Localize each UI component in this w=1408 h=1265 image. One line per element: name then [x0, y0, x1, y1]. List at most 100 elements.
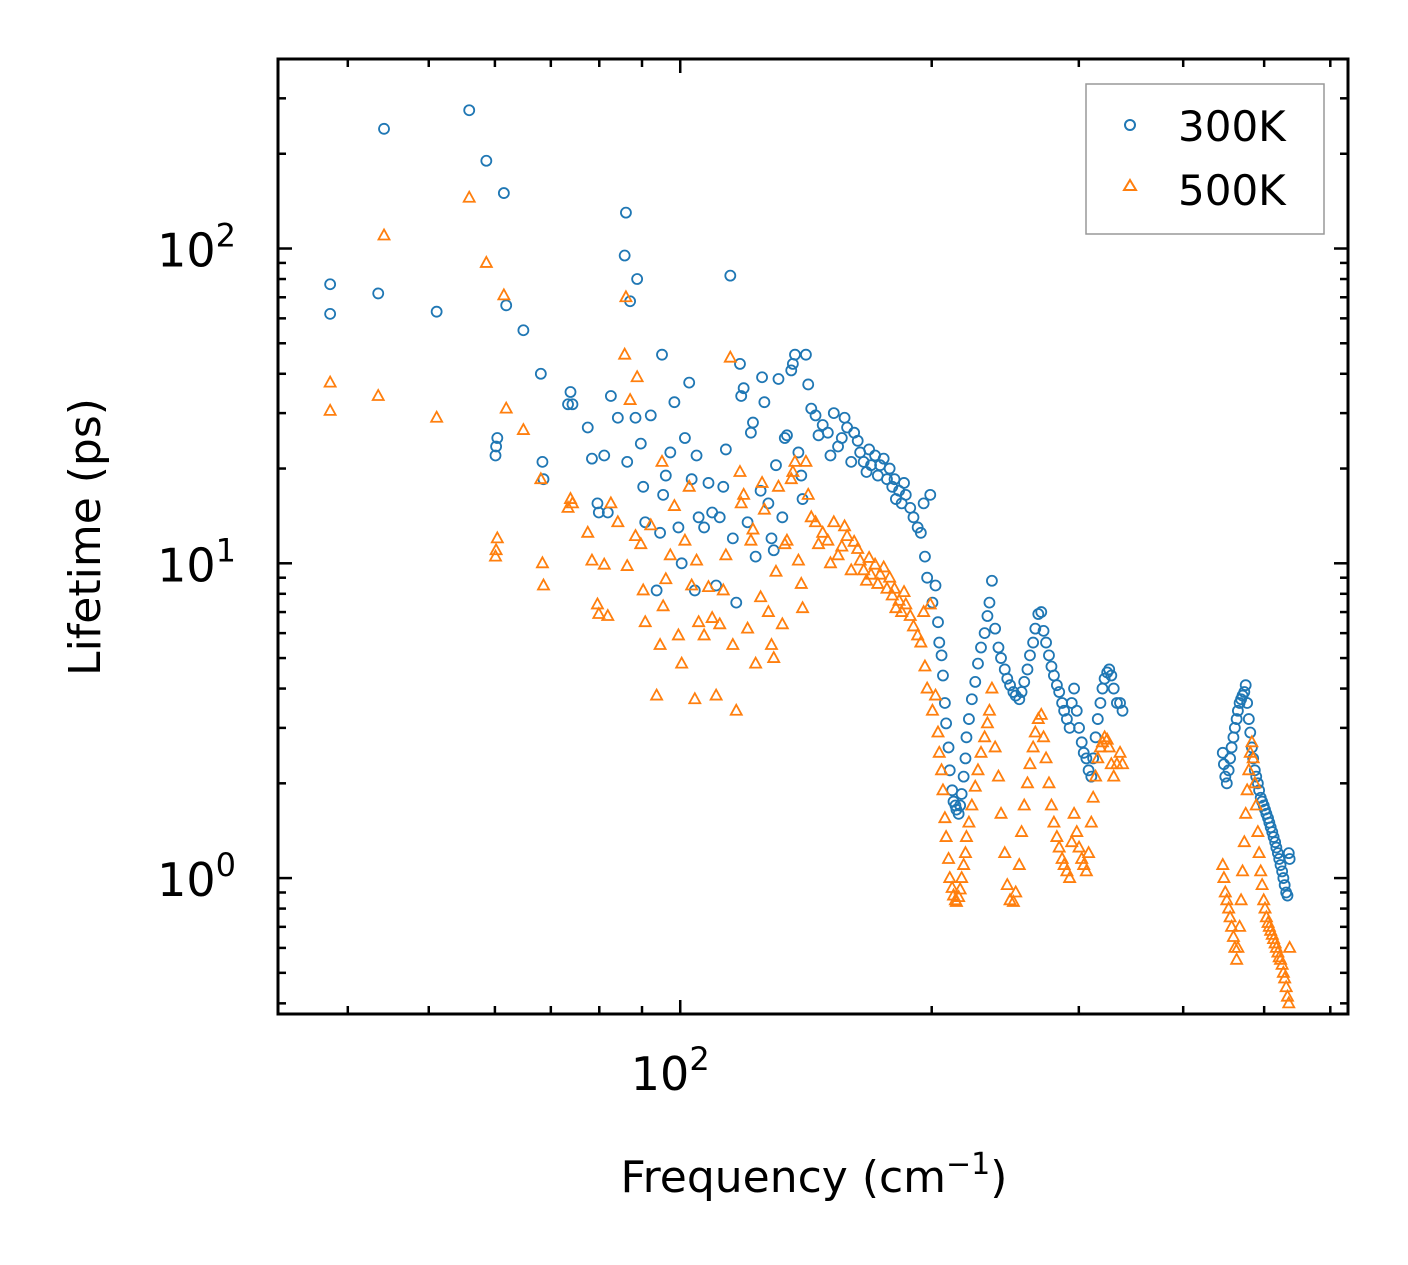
point-300k — [747, 416, 759, 429]
point-500k — [653, 637, 668, 650]
point-300k — [1073, 721, 1085, 734]
point-300k — [324, 278, 337, 291]
point-500k — [815, 524, 830, 538]
plot-area: 102 100 101 102 — [157, 57, 1350, 1101]
point-500k — [1062, 870, 1077, 883]
point-500k — [1276, 964, 1291, 978]
point-500k — [1090, 750, 1105, 764]
point-500k — [674, 655, 689, 669]
point-300k — [821, 426, 834, 439]
point-300k — [490, 440, 503, 453]
point-500k — [840, 528, 855, 542]
point-500k — [654, 454, 670, 467]
point-500k — [804, 509, 819, 523]
point-300k — [1080, 752, 1093, 765]
point-500k — [1250, 824, 1265, 837]
point-500k — [429, 409, 444, 423]
point-500k — [376, 227, 392, 241]
point-500k — [1223, 909, 1238, 923]
point-500k — [1246, 750, 1261, 764]
point-300k — [762, 497, 775, 510]
point-300k — [924, 488, 937, 501]
point-300k — [724, 269, 737, 282]
point-500k — [671, 627, 686, 641]
point-500k — [997, 845, 1012, 859]
point-500k — [755, 475, 770, 488]
point-300k — [802, 378, 815, 391]
point-500k — [743, 532, 758, 546]
point-300k — [664, 446, 677, 459]
point-500k — [968, 778, 983, 792]
point-500k — [939, 829, 954, 842]
point-500k — [811, 536, 826, 550]
point-300k — [644, 409, 657, 422]
point-500k — [371, 388, 386, 401]
point-500k — [691, 614, 706, 628]
point-300k — [992, 641, 1005, 654]
point-500k — [489, 542, 504, 556]
point-300k — [1094, 697, 1107, 709]
point-300k — [754, 484, 767, 497]
point-500k — [873, 566, 888, 580]
point-500k — [1240, 782, 1255, 796]
point-500k — [779, 532, 794, 546]
point-300k — [1278, 879, 1291, 891]
point-500k — [1215, 857, 1230, 870]
point-500k — [826, 514, 841, 528]
point-300k — [972, 657, 984, 670]
point-500k — [928, 687, 943, 701]
point-500k — [745, 521, 760, 535]
point-500k — [687, 691, 702, 705]
point-300k — [698, 521, 711, 534]
point-500k — [798, 454, 813, 467]
point-500k — [808, 514, 823, 528]
point-300k — [954, 799, 967, 812]
point-500k — [584, 552, 599, 566]
point-300k — [1004, 679, 1016, 692]
point-300k — [1037, 624, 1050, 637]
point-300k — [929, 579, 942, 592]
point-300k — [937, 669, 949, 682]
point-300k — [933, 636, 946, 649]
point-300k — [734, 357, 746, 370]
point-500k — [643, 517, 658, 531]
point-500k — [795, 600, 810, 614]
point-500k — [951, 889, 966, 903]
point-300k — [835, 432, 848, 444]
point-500k — [1020, 775, 1035, 789]
point-300k — [952, 807, 965, 820]
point-500k — [1282, 940, 1297, 953]
point-500k — [630, 369, 645, 383]
point-300k — [938, 697, 951, 709]
point-500k — [536, 577, 551, 591]
point-300k — [702, 477, 715, 489]
point-500k — [961, 814, 976, 828]
point-500k — [663, 547, 678, 561]
point-300k — [637, 480, 650, 493]
point-300k — [629, 411, 642, 424]
point-300k — [1024, 649, 1036, 662]
point-300k — [995, 652, 1007, 664]
point-300k — [1241, 697, 1254, 709]
point-300k — [942, 741, 955, 754]
legend-label-500k: 500K — [1178, 166, 1287, 215]
point-300k — [989, 622, 1002, 635]
point-300k — [692, 511, 705, 524]
point-300k — [863, 443, 876, 456]
point-300k — [1110, 697, 1123, 709]
point-500k — [941, 851, 956, 864]
point-500k — [882, 569, 897, 583]
point-300k — [604, 390, 617, 402]
point-500k — [709, 687, 724, 701]
point-500k — [1084, 814, 1099, 828]
point-300k — [726, 532, 739, 545]
point-500k — [748, 655, 763, 669]
point-300k — [690, 449, 703, 462]
point-500k — [885, 587, 900, 601]
point-500k — [620, 558, 635, 571]
point-300k — [1270, 841, 1283, 854]
point-500k — [1044, 797, 1059, 811]
point-300k — [611, 411, 624, 424]
point-300k — [1018, 675, 1031, 688]
series-500k — [323, 189, 1297, 1009]
